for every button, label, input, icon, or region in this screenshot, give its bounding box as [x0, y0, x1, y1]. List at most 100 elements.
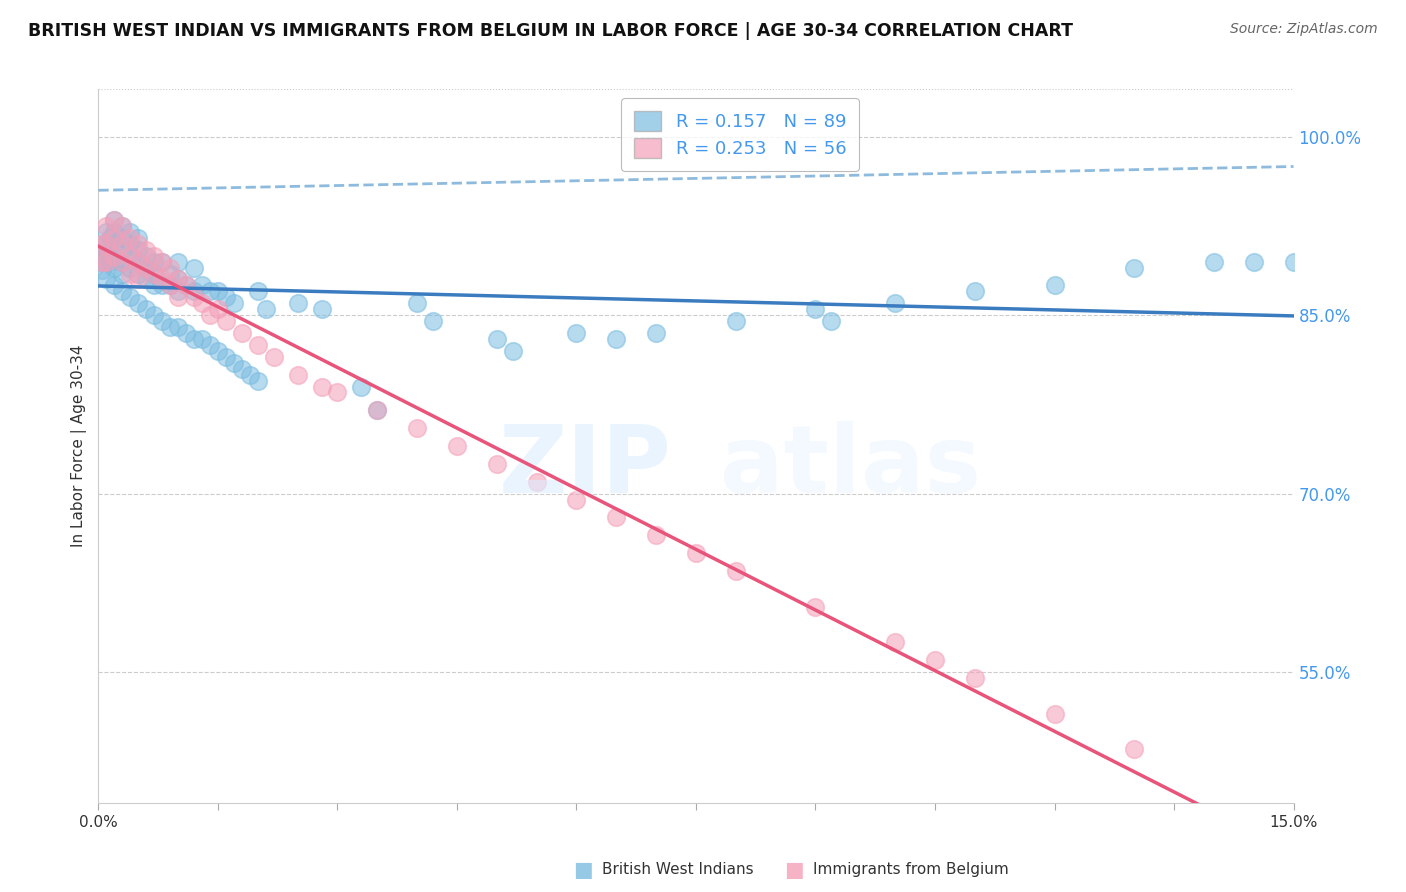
- Point: [111, 236, 134, 251]
- Point: [350, 379, 373, 393]
- Point: [311, 379, 333, 393]
- Point: [143, 267, 166, 281]
- Point: [103, 260, 125, 275]
- Point: [120, 231, 142, 245]
- Point: [159, 278, 181, 293]
- Point: [502, 343, 524, 358]
- Point: [150, 254, 173, 268]
- Point: [89, 236, 111, 251]
- Point: [311, 302, 333, 317]
- Point: [103, 278, 125, 293]
- Point: [111, 231, 134, 245]
- Point: [485, 457, 508, 471]
- Text: ■: ■: [785, 860, 804, 880]
- Point: [326, 385, 349, 400]
- Point: [111, 254, 134, 268]
- Point: [98, 231, 122, 245]
- Point: [150, 272, 173, 286]
- Point: [143, 249, 166, 263]
- Point: [120, 267, 142, 281]
- Point: [884, 635, 907, 649]
- Point: [167, 272, 190, 286]
- Point: [120, 225, 142, 239]
- Legend: R = 0.157   N = 89, R = 0.253   N = 56: R = 0.157 N = 89, R = 0.253 N = 56: [621, 98, 859, 170]
- Point: [91, 263, 114, 277]
- Text: British West Indians: British West Indians: [602, 863, 754, 877]
- Point: [685, 546, 707, 560]
- Point: [91, 254, 114, 268]
- Point: [215, 350, 238, 364]
- Point: [96, 219, 118, 233]
- Point: [159, 267, 181, 281]
- Text: BRITISH WEST INDIAN VS IMMIGRANTS FROM BELGIUM IN LABOR FORCE | AGE 30-34 CORREL: BRITISH WEST INDIAN VS IMMIGRANTS FROM B…: [28, 22, 1073, 40]
- Point: [1043, 278, 1066, 293]
- Point: [963, 671, 986, 685]
- Point: [135, 272, 157, 286]
- Point: [263, 350, 285, 364]
- Text: Immigrants from Belgium: Immigrants from Belgium: [813, 863, 1008, 877]
- Point: [111, 285, 134, 299]
- Point: [183, 260, 205, 275]
- Point: [111, 219, 134, 233]
- Point: [127, 267, 149, 281]
- Point: [724, 314, 747, 328]
- Point: [96, 254, 118, 268]
- Text: ZIP: ZIP: [499, 421, 672, 514]
- Point: [222, 356, 245, 370]
- Point: [526, 475, 548, 489]
- Point: [246, 338, 269, 352]
- Point: [287, 296, 309, 310]
- Text: Source: ZipAtlas.com: Source: ZipAtlas.com: [1230, 22, 1378, 37]
- Y-axis label: In Labor Force | Age 30-34: In Labor Force | Age 30-34: [72, 344, 87, 548]
- Point: [127, 254, 149, 268]
- Point: [174, 326, 197, 340]
- Point: [127, 243, 149, 257]
- Point: [198, 308, 221, 322]
- Point: [135, 260, 157, 275]
- Point: [366, 403, 388, 417]
- Point: [127, 254, 149, 268]
- Point: [150, 254, 173, 268]
- Point: [446, 439, 468, 453]
- Point: [565, 492, 588, 507]
- Point: [207, 285, 229, 299]
- Point: [231, 326, 253, 340]
- Point: [804, 302, 827, 317]
- Point: [605, 510, 627, 524]
- Point: [120, 249, 142, 263]
- Point: [254, 302, 277, 317]
- Point: [120, 260, 142, 275]
- Point: [191, 332, 214, 346]
- Point: [565, 326, 588, 340]
- Point: [167, 254, 190, 268]
- Point: [207, 343, 229, 358]
- Point: [183, 332, 205, 346]
- Point: [366, 403, 388, 417]
- Point: [645, 326, 668, 340]
- Point: [406, 421, 429, 435]
- Point: [215, 314, 238, 328]
- Point: [167, 272, 190, 286]
- Point: [111, 219, 134, 233]
- Point: [804, 599, 827, 614]
- Point: [127, 231, 149, 245]
- Point: [103, 231, 125, 245]
- Point: [239, 368, 262, 382]
- Point: [1243, 254, 1265, 268]
- Point: [103, 225, 125, 239]
- Point: [246, 374, 269, 388]
- Point: [111, 267, 134, 281]
- Point: [96, 249, 118, 263]
- Point: [884, 296, 907, 310]
- Point: [150, 314, 173, 328]
- Point: [485, 332, 508, 346]
- Point: [191, 278, 214, 293]
- Point: [724, 564, 747, 578]
- Point: [135, 243, 157, 257]
- Point: [135, 249, 157, 263]
- Point: [167, 320, 190, 334]
- Point: [246, 285, 269, 299]
- Point: [103, 236, 125, 251]
- Point: [406, 296, 429, 310]
- Point: [183, 285, 205, 299]
